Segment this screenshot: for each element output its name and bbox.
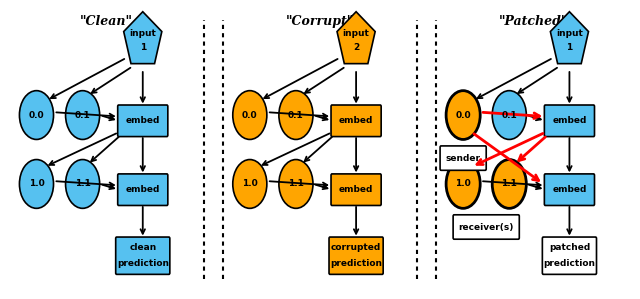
Text: receiver(s): receiver(s) xyxy=(458,222,514,231)
Text: 0.1: 0.1 xyxy=(501,111,517,120)
Text: 1.1: 1.1 xyxy=(501,179,517,188)
Text: embed: embed xyxy=(125,185,160,194)
Text: prediction: prediction xyxy=(116,259,169,268)
Circle shape xyxy=(446,160,480,208)
Text: 1: 1 xyxy=(140,43,146,52)
Circle shape xyxy=(279,160,313,208)
Text: 1.1: 1.1 xyxy=(288,179,304,188)
Circle shape xyxy=(65,91,100,139)
Circle shape xyxy=(233,91,267,139)
Polygon shape xyxy=(550,12,589,64)
Text: embed: embed xyxy=(339,116,373,125)
Text: 1.0: 1.0 xyxy=(242,179,258,188)
Circle shape xyxy=(492,160,526,208)
FancyBboxPatch shape xyxy=(329,237,383,274)
FancyBboxPatch shape xyxy=(453,215,519,239)
Polygon shape xyxy=(124,12,162,64)
Circle shape xyxy=(446,91,480,139)
Text: embed: embed xyxy=(125,116,160,125)
Circle shape xyxy=(19,91,54,139)
Text: prediction: prediction xyxy=(330,259,382,268)
FancyBboxPatch shape xyxy=(116,237,170,274)
Text: embed: embed xyxy=(552,116,587,125)
Text: 1: 1 xyxy=(566,43,573,52)
Text: "Clean": "Clean" xyxy=(80,15,133,28)
FancyBboxPatch shape xyxy=(331,174,381,205)
FancyBboxPatch shape xyxy=(118,105,168,137)
FancyBboxPatch shape xyxy=(118,174,168,205)
Text: embed: embed xyxy=(339,185,373,194)
Text: 0.1: 0.1 xyxy=(75,111,90,120)
FancyBboxPatch shape xyxy=(545,105,595,137)
FancyBboxPatch shape xyxy=(545,174,595,205)
Circle shape xyxy=(233,160,267,208)
Text: sender: sender xyxy=(445,154,481,163)
Circle shape xyxy=(65,160,100,208)
Circle shape xyxy=(19,160,54,208)
FancyBboxPatch shape xyxy=(440,146,486,170)
Text: "Patched": "Patched" xyxy=(499,15,568,28)
Text: 1.0: 1.0 xyxy=(455,179,471,188)
Text: prediction: prediction xyxy=(543,259,595,268)
Text: "Corrupt": "Corrupt" xyxy=(286,15,354,28)
Circle shape xyxy=(492,91,526,139)
Text: 0.1: 0.1 xyxy=(288,111,304,120)
Polygon shape xyxy=(337,12,375,64)
Text: 2: 2 xyxy=(353,43,359,52)
Text: 0.0: 0.0 xyxy=(29,111,44,120)
Text: 0.0: 0.0 xyxy=(455,111,471,120)
FancyBboxPatch shape xyxy=(542,237,596,274)
Text: 1.0: 1.0 xyxy=(29,179,44,188)
Text: patched: patched xyxy=(549,243,590,252)
FancyBboxPatch shape xyxy=(331,105,381,137)
Text: clean: clean xyxy=(129,243,156,252)
Circle shape xyxy=(279,91,313,139)
Text: embed: embed xyxy=(552,185,587,194)
Text: 0.0: 0.0 xyxy=(242,111,258,120)
Text: input: input xyxy=(129,29,156,38)
Text: input: input xyxy=(556,29,583,38)
Text: corrupted: corrupted xyxy=(331,243,381,252)
Text: 1.1: 1.1 xyxy=(75,179,90,188)
Text: input: input xyxy=(342,29,369,38)
